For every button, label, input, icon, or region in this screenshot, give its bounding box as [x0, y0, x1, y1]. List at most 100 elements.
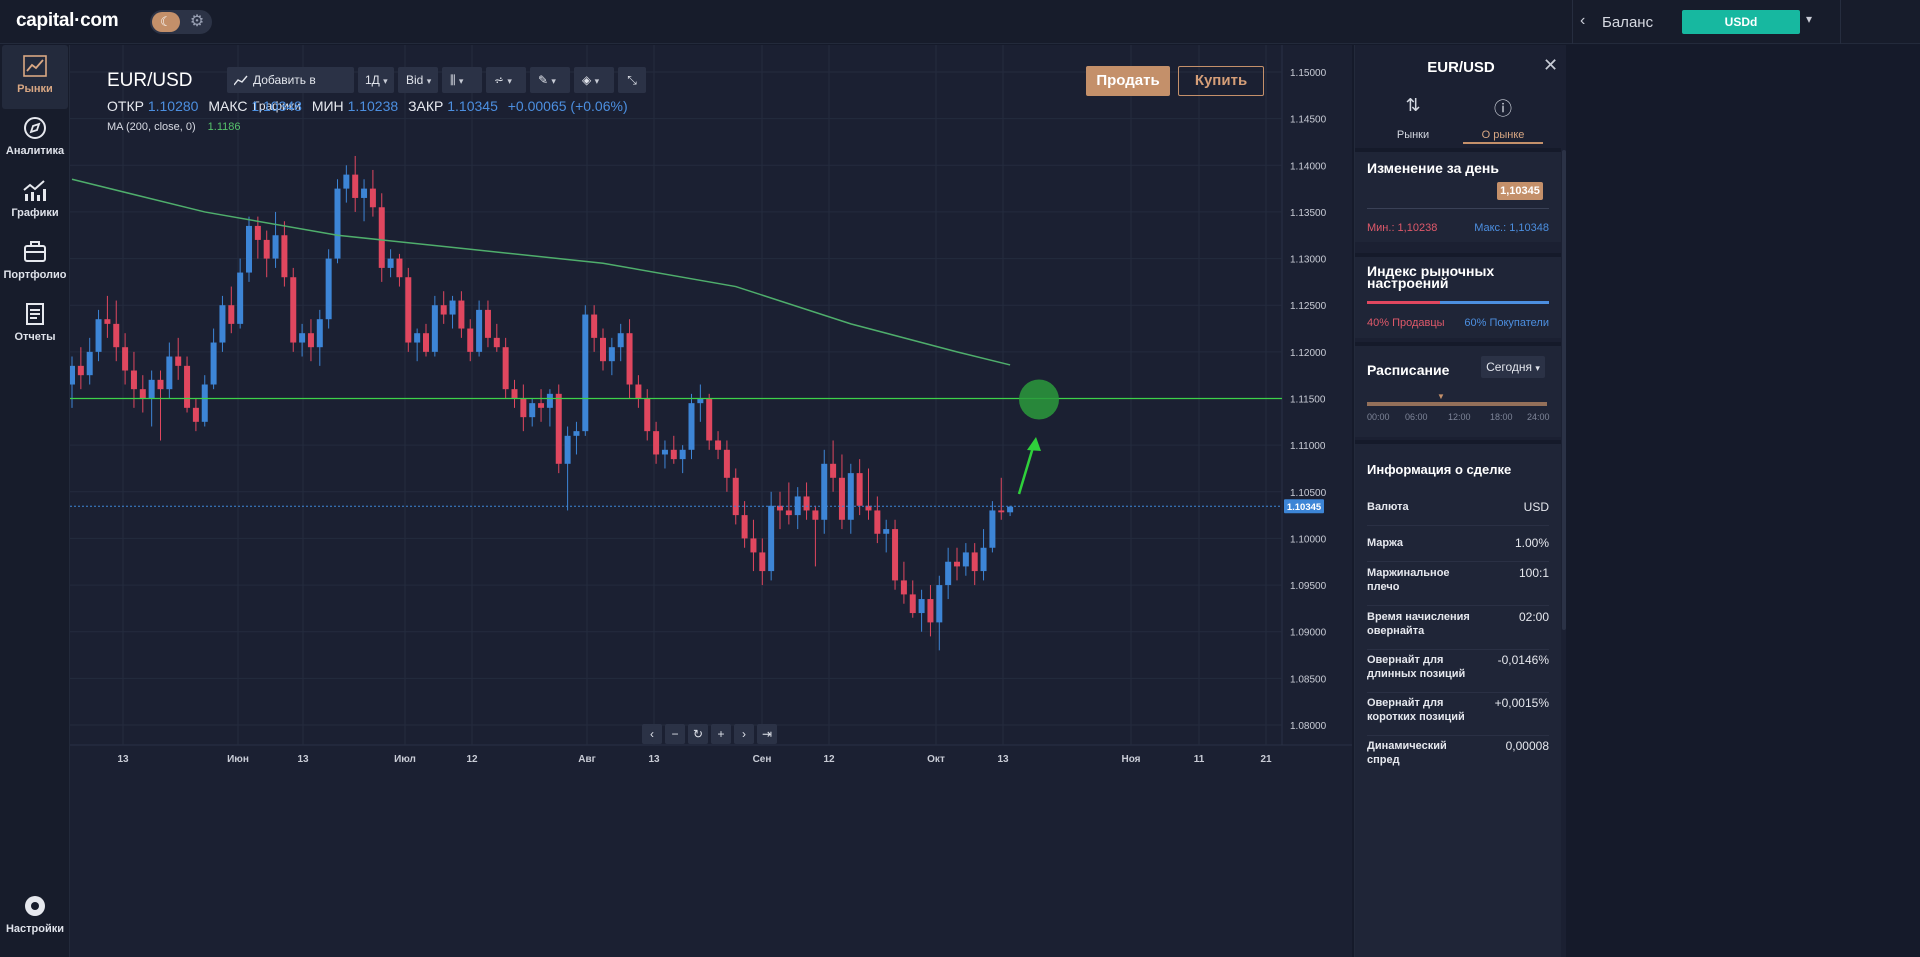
moon-icon[interactable]: ☾ — [152, 12, 180, 32]
candle-body — [608, 347, 615, 362]
candle-body — [741, 515, 748, 539]
candle-body — [847, 473, 854, 520]
x-tick-label: 13 — [297, 754, 309, 765]
ma-name: MA (200, close, 0) — [107, 121, 196, 133]
markets-icon — [23, 55, 47, 77]
x-tick-label: 13 — [997, 754, 1009, 765]
scroll-right-button[interactable]: › — [734, 724, 754, 744]
tab-markets[interactable]: ⇅ Рынки — [1373, 95, 1453, 141]
close-icon[interactable]: ✕ — [1543, 55, 1559, 75]
candle-body — [431, 305, 438, 352]
left-nav: Рынки Аналитика Графики Портфолио Отчеты… — [0, 45, 70, 957]
chart-add-icon — [234, 75, 248, 86]
chart-area[interactable]: 1.15000 1.14500 1.14000 1.13500 1.13000 1.125… — [70, 45, 1352, 957]
candles-icon: ⫼ — [450, 73, 456, 87]
info-value: -0,0146% — [1497, 653, 1549, 667]
tab-about-market[interactable]: ⓘ О рынке — [1463, 95, 1543, 144]
zoom-out-button[interactable]: − — [665, 724, 685, 744]
capital-logo[interactable]: capital·com — [16, 10, 119, 31]
candle-body — [626, 333, 633, 385]
candle-body — [670, 449, 677, 460]
candle-body — [723, 449, 730, 478]
nav-item-portfolio[interactable]: Портфолио — [2, 231, 68, 295]
candle-body — [856, 473, 863, 506]
x-tick-label: Ноя — [1121, 754, 1140, 765]
candle-body — [343, 174, 350, 189]
candle-body — [237, 272, 244, 324]
gear-icon[interactable]: ⚙ — [189, 13, 205, 30]
drawing-tools-button[interactable]: ✎ ▾ — [530, 67, 570, 93]
balance-label[interactable]: Баланс — [1602, 14, 1654, 31]
zoom-in-button[interactable]: + — [711, 724, 731, 744]
low-value: 1.10238 — [347, 98, 399, 114]
panel-scrollbar[interactable] — [1562, 150, 1566, 630]
info-key: Маржа — [1367, 537, 1404, 549]
candle-body — [909, 594, 916, 614]
buy-button[interactable]: Купить — [1178, 66, 1264, 96]
account-currency-button[interactable]: USDd — [1682, 10, 1800, 34]
current-price-badge — [1284, 499, 1324, 514]
current-price-label: 1.10345 — [1287, 502, 1322, 513]
y-tick-label: 1.14000 — [1290, 161, 1327, 172]
sell-button[interactable]: Продать — [1086, 66, 1170, 96]
theme-toggle[interactable]: ☾ ⚙ — [150, 10, 212, 34]
candle-body — [945, 561, 952, 586]
layers-button[interactable]: ◈ ▾ — [574, 67, 614, 93]
x-tick-label: Июл — [394, 754, 416, 765]
candle-body — [989, 510, 996, 548]
y-tick-label: 1.15000 — [1290, 68, 1327, 79]
nav-item-settings[interactable]: Настройки — [2, 885, 68, 949]
candle-body — [458, 300, 465, 329]
chevron-down-icon[interactable]: ▾ — [1806, 12, 1813, 26]
nav-item-reports[interactable]: Отчеты — [2, 293, 68, 357]
nav-item-analytics[interactable]: Аналитика — [2, 107, 68, 171]
compass-icon — [24, 117, 46, 139]
nav-label: Рынки — [17, 83, 53, 95]
candle-body — [369, 188, 376, 208]
info-value: 0,00008 — [1505, 739, 1549, 753]
indicators-button[interactable]: ⩫ ▾ — [486, 67, 526, 93]
info-row: Овернайт для коротких позиций +0,0015% — [1367, 696, 1549, 736]
card-title: Информация о сделке — [1367, 462, 1512, 477]
candle-body — [228, 305, 235, 324]
candle-body — [361, 188, 368, 198]
reset-button[interactable]: ↻ — [688, 724, 708, 744]
nav-item-markets[interactable]: Рынки — [2, 45, 68, 109]
layers-icon: ◈ — [582, 73, 592, 87]
candle-body — [732, 477, 739, 516]
y-tick-label: 1.11500 — [1290, 395, 1326, 406]
settings-icon — [25, 896, 45, 916]
chart-type-button[interactable]: ⫼ ▾ — [442, 67, 482, 93]
info-row: Маржинальное плечо 100:1 — [1367, 566, 1549, 606]
timeframe-select[interactable]: 1Д ▾ — [358, 67, 394, 93]
chevron-left-icon[interactable]: ‹ — [1580, 12, 1586, 29]
candle-body — [113, 323, 120, 348]
background-strip — [1566, 45, 1920, 957]
low-label: МИН — [311, 98, 344, 114]
nav-label: Графики — [11, 207, 59, 219]
candle-body — [1007, 506, 1014, 513]
candle-body — [316, 319, 323, 348]
price-chart[interactable]: 1.15000 1.14500 1.14000 1.13500 1.13000 1.125… — [70, 45, 1352, 957]
price-type-select[interactable]: Bid ▾ — [398, 67, 438, 93]
candle-body — [936, 585, 943, 623]
fullscreen-button[interactable]: ⤡ — [618, 67, 646, 93]
nav-item-charts[interactable]: Графики — [2, 169, 68, 233]
candle-body — [307, 333, 314, 348]
nav-label: Отчеты — [14, 331, 56, 343]
add-to-charts-button[interactable]: Добавить в Графики — [227, 67, 354, 113]
scroll-to-end-button[interactable]: ⇥ — [757, 724, 777, 744]
x-tick-label: 21 — [1260, 754, 1272, 765]
arrow-annotation — [1017, 443, 1036, 495]
info-value: USD — [1523, 500, 1549, 514]
info-value: 100:1 — [1518, 566, 1549, 580]
ma-indicator-label[interactable]: MA (200, close, 0) 1.1186 — [107, 121, 240, 133]
info-row: Динамический спред 0,00008 — [1367, 739, 1549, 779]
candle-body — [617, 333, 624, 348]
day-min: Мин.: 1,10238 — [1367, 222, 1438, 234]
x-tick-label: 13 — [648, 754, 660, 765]
scroll-left-button[interactable]: ‹ — [642, 724, 662, 744]
range-bar — [1367, 208, 1549, 209]
schedule-day-select[interactable]: Сегодня ▾ — [1481, 356, 1545, 378]
tab-label: Рынки — [1396, 129, 1430, 141]
